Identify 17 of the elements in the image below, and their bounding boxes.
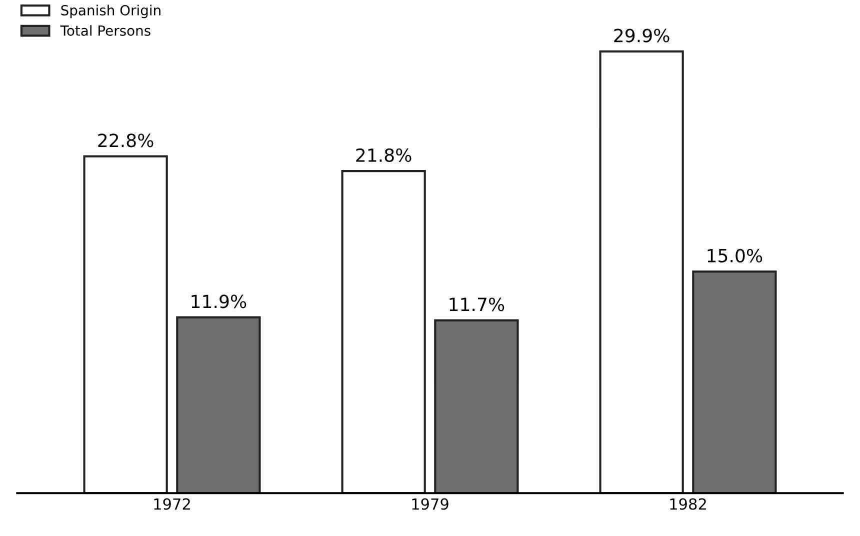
bar xyxy=(341,170,426,494)
data-label: 11.7% xyxy=(450,298,504,312)
bar xyxy=(176,316,261,494)
bar xyxy=(83,155,168,494)
bar xyxy=(434,319,519,494)
x-tick-label: 1982 xyxy=(670,498,706,510)
data-label: 22.8% xyxy=(98,134,154,148)
data-label: 11.9% xyxy=(192,294,246,308)
bar xyxy=(692,270,777,494)
bar xyxy=(599,50,684,494)
data-label: 21.8% xyxy=(356,148,412,162)
data-label: 29.9% xyxy=(614,28,670,42)
x-tick-label: 1972 xyxy=(154,498,190,510)
legend-label: Spanish Origin xyxy=(61,4,160,18)
data-label: 15.0% xyxy=(708,248,762,262)
x-tick-label: 1979 xyxy=(412,498,448,510)
legend-label: Total Persons xyxy=(60,25,150,36)
